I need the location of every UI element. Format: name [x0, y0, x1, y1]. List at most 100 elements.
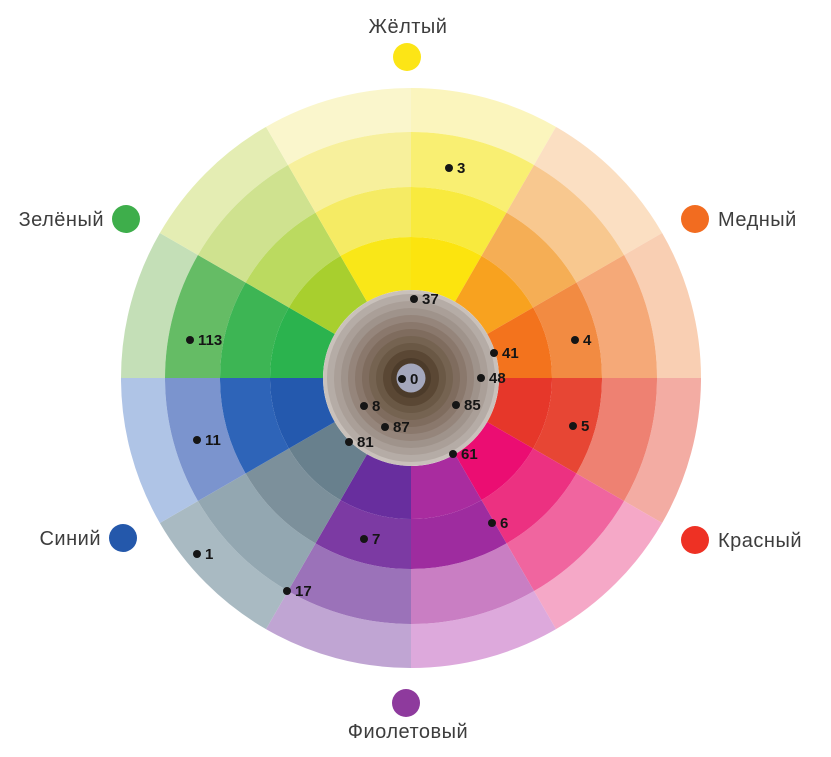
- sector-crimson-ring-1[interactable]: [506, 473, 625, 592]
- sector-yellow-left-ring-0[interactable]: [266, 88, 411, 165]
- point-label: 5: [581, 418, 589, 435]
- point-label: 0: [410, 371, 418, 388]
- point-dot: [477, 374, 485, 382]
- data-point-8: 8: [360, 398, 380, 415]
- legend-label-copper: Медный: [718, 209, 797, 231]
- sector-crimson-ring-0[interactable]: [534, 501, 663, 630]
- sector-crimson-ring-3[interactable]: [455, 422, 534, 501]
- sector-yellow-left-ring-2[interactable]: [315, 187, 412, 256]
- point-dot: [488, 519, 496, 527]
- point-dot: [360, 402, 368, 410]
- point-label: 48: [489, 370, 506, 387]
- legend-copper: Медный: [681, 205, 797, 233]
- legend-dot-copper[interactable]: [681, 205, 709, 233]
- sector-orange-ring-3[interactable]: [487, 307, 552, 379]
- legend-dot-blue[interactable]: [109, 524, 137, 552]
- point-label: 61: [461, 446, 478, 463]
- point-label: 6: [500, 515, 508, 532]
- sector-magenta-purple-ring-1[interactable]: [411, 543, 534, 624]
- sector-violet-ring-2[interactable]: [315, 500, 412, 569]
- data-point-87: 87: [381, 419, 410, 436]
- point-dot: [345, 438, 353, 446]
- sector-orange-ring-2[interactable]: [533, 282, 602, 379]
- point-label: 17: [295, 583, 312, 600]
- legend-dot-green[interactable]: [112, 205, 140, 233]
- data-point-113: 113: [186, 332, 222, 349]
- sector-yellow-right-ring-0[interactable]: [411, 88, 556, 165]
- sector-slate-ring-2[interactable]: [245, 448, 341, 544]
- center-cone: [323, 290, 499, 466]
- sector-blue-ring-1[interactable]: [165, 378, 246, 501]
- point-dot: [445, 164, 453, 172]
- data-point-17: 17: [283, 583, 312, 600]
- sector-magenta-purple-ring-2[interactable]: [411, 500, 507, 569]
- point-label: 7: [372, 531, 380, 548]
- sector-amber-ring-2[interactable]: [481, 212, 577, 308]
- sector-violet-ring-3[interactable]: [340, 454, 412, 519]
- sector-amber-ring-1[interactable]: [506, 164, 625, 283]
- sector-orange-ring-1[interactable]: [576, 255, 657, 378]
- sector-red-ring-1[interactable]: [576, 378, 657, 501]
- sector-orange-ring-0[interactable]: [624, 233, 701, 378]
- point-dot: [571, 336, 579, 344]
- sector-green-ring-0[interactable]: [121, 233, 198, 378]
- point-label: 81: [357, 434, 374, 451]
- point-label: 4: [583, 332, 592, 349]
- sector-crimson-ring-2[interactable]: [481, 448, 577, 544]
- sector-yellow-right-ring-2[interactable]: [411, 187, 507, 256]
- data-point-37: 37: [410, 291, 439, 308]
- data-point-48: 48: [477, 370, 506, 387]
- legend-dot-red[interactable]: [681, 526, 709, 554]
- data-point-85: 85: [452, 397, 481, 414]
- data-point-81: 81: [345, 434, 374, 451]
- sector-magenta-purple-ring-3[interactable]: [411, 454, 482, 519]
- sector-green-ring-2[interactable]: [220, 282, 289, 379]
- sector-yellow-green-ring-1[interactable]: [197, 164, 316, 283]
- data-point-5: 5: [569, 418, 589, 435]
- sector-yellow-right-ring-1[interactable]: [411, 132, 534, 213]
- point-dot: [449, 450, 457, 458]
- legend-dot-violet[interactable]: [392, 689, 420, 717]
- sector-blue-ring-0[interactable]: [121, 378, 198, 523]
- data-point-3: 3: [445, 160, 465, 177]
- sector-blue-ring-3[interactable]: [270, 378, 335, 449]
- sector-yellow-green-ring-2[interactable]: [245, 212, 341, 308]
- point-dot: [193, 436, 201, 444]
- sector-amber-ring-3[interactable]: [455, 255, 534, 334]
- legend: Жёлтый Медный Красный Фиолетовый Синий Зелёны…: [19, 16, 802, 743]
- sector-red-ring-3[interactable]: [487, 378, 552, 449]
- data-point-6: 6: [488, 515, 508, 532]
- sector-violet-ring-1[interactable]: [288, 543, 411, 624]
- point-label: 41: [502, 345, 519, 362]
- data-point-0: 0: [398, 371, 418, 388]
- sector-red-ring-2[interactable]: [533, 378, 602, 474]
- wheel-sectors: [121, 88, 701, 668]
- sector-yellow-green-ring-3[interactable]: [288, 255, 367, 334]
- sector-green-ring-1[interactable]: [165, 255, 246, 378]
- sector-yellow-green-ring-0[interactable]: [159, 126, 288, 255]
- sector-yellow-left-ring-3[interactable]: [340, 237, 412, 302]
- legend-green: Зелёный: [19, 205, 140, 233]
- sector-slate-ring-1[interactable]: [197, 473, 316, 592]
- sector-blue-ring-2[interactable]: [220, 378, 289, 474]
- legend-dot-yellow[interactable]: [393, 43, 421, 71]
- point-dot: [360, 535, 368, 543]
- point-label: 8: [372, 398, 380, 415]
- sector-magenta-purple-ring-0[interactable]: [411, 591, 556, 668]
- point-dot: [186, 336, 194, 344]
- point-label: 37: [422, 291, 439, 308]
- data-point-4: 4: [571, 332, 592, 349]
- legend-violet: Фиолетовый: [348, 689, 468, 743]
- sector-amber-ring-0[interactable]: [534, 126, 663, 255]
- legend-label-blue: Синий: [39, 528, 101, 550]
- sector-yellow-left-ring-1[interactable]: [288, 132, 411, 213]
- sector-green-ring-3[interactable]: [270, 307, 335, 379]
- point-dot: [381, 423, 389, 431]
- point-dot: [193, 550, 201, 558]
- sector-yellow-right-ring-3[interactable]: [411, 237, 482, 302]
- sector-slate-ring-0[interactable]: [159, 501, 288, 630]
- sector-red-ring-0[interactable]: [624, 378, 701, 523]
- sector-violet-ring-0[interactable]: [266, 591, 411, 668]
